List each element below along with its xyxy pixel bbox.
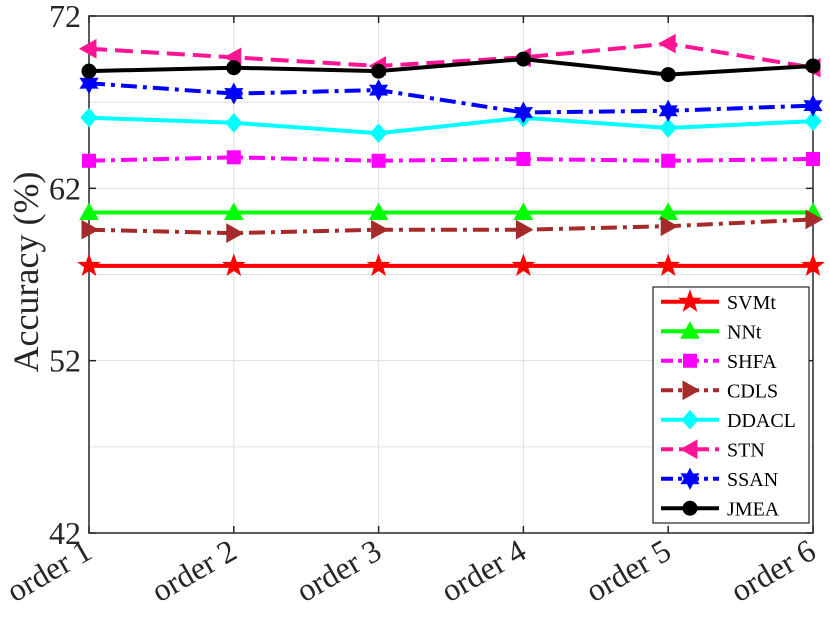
series-svmt bbox=[77, 253, 825, 276]
data-point-shfa bbox=[371, 153, 386, 168]
data-point-ddacl bbox=[369, 123, 388, 143]
data-point-cdls bbox=[371, 219, 389, 240]
y-tick-label: 72 bbox=[49, 0, 81, 34]
data-point-jmea bbox=[805, 58, 821, 74]
data-point-ssan bbox=[513, 101, 533, 124]
legend-label-ddacl: DDACL bbox=[727, 410, 796, 432]
legend-marker-jmea bbox=[682, 500, 698, 516]
legend-label-jmea: JMEA bbox=[727, 498, 780, 520]
data-point-nnt bbox=[223, 202, 244, 220]
data-point-svmt bbox=[366, 253, 391, 276]
series-line-jmea bbox=[88, 57, 814, 77]
legend-box bbox=[652, 286, 810, 524]
series-cdls bbox=[81, 209, 824, 243]
series-line-stn bbox=[88, 41, 814, 70]
y-tick-label: 62 bbox=[49, 170, 81, 206]
data-point-svmt bbox=[656, 253, 681, 276]
series-shfa bbox=[82, 150, 820, 168]
legend-marker-shfa bbox=[683, 353, 697, 368]
data-point-stn bbox=[78, 38, 97, 59]
data-point-svmt bbox=[801, 253, 825, 276]
data-point-svmt bbox=[77, 253, 101, 276]
legend-marker-ssan bbox=[680, 467, 700, 490]
legend-marker-svmt bbox=[678, 289, 702, 312]
data-point-shfa bbox=[82, 153, 96, 168]
data-point-ssan bbox=[79, 72, 99, 95]
data-point-ddacl bbox=[659, 118, 677, 138]
legend-label-nnt: NNt bbox=[727, 321, 762, 343]
legend-marker-cdls bbox=[682, 380, 701, 401]
data-point-svmt bbox=[221, 253, 246, 276]
data-point-jmea bbox=[226, 60, 242, 76]
series-group bbox=[77, 33, 825, 276]
data-point-nnt bbox=[79, 202, 99, 220]
x-tick-label: order 5 bbox=[579, 532, 676, 609]
legend-marker-stn bbox=[679, 439, 698, 460]
data-point-ddacl bbox=[804, 111, 822, 131]
data-point-shfa bbox=[226, 150, 241, 165]
data-point-nnt bbox=[658, 202, 679, 220]
x-tick-label: order 3 bbox=[290, 532, 387, 609]
legend-label-svmt: SVMt bbox=[727, 292, 776, 314]
legend-marker-ddacl bbox=[681, 409, 699, 430]
y-axis-label: Accuracy (%) bbox=[6, 172, 46, 373]
legend: SVMt NNt SHFA CDLS DDACL STN SSAN JMEA bbox=[652, 286, 810, 524]
x-tick-label: order 4 bbox=[435, 532, 532, 609]
data-point-cdls bbox=[660, 216, 679, 237]
legend-label-cdls: CDLS bbox=[727, 380, 778, 402]
legend-label-ssan: SSAN bbox=[727, 469, 778, 491]
legend-label-shfa: SHFA bbox=[727, 351, 777, 373]
data-point-shfa bbox=[806, 152, 820, 167]
data-point-shfa bbox=[661, 153, 676, 168]
data-point-nnt bbox=[513, 202, 534, 220]
series-ssan bbox=[79, 72, 823, 124]
data-point-jmea bbox=[660, 67, 676, 83]
series-ddacl bbox=[80, 107, 822, 143]
data-point-ssan bbox=[658, 99, 678, 122]
data-point-ddacl bbox=[80, 107, 98, 128]
data-point-jmea bbox=[371, 63, 387, 79]
y-tick-label: 52 bbox=[49, 343, 81, 379]
series-line-ddacl bbox=[88, 115, 814, 136]
series-jmea bbox=[81, 51, 821, 83]
x-tick-label: order 6 bbox=[724, 532, 821, 609]
data-point-jmea bbox=[81, 63, 97, 79]
data-point-ddacl bbox=[225, 113, 243, 133]
data-point-ssan bbox=[803, 94, 823, 117]
series-line-cdls bbox=[88, 217, 814, 236]
y-tick-label: 42 bbox=[49, 515, 81, 551]
data-point-cdls bbox=[81, 219, 100, 240]
legend-marker-nnt bbox=[680, 321, 700, 339]
data-point-stn bbox=[658, 33, 676, 54]
data-point-ssan bbox=[224, 82, 244, 105]
x-tick-label: order 2 bbox=[145, 532, 242, 609]
series-nnt bbox=[79, 202, 823, 220]
series-line-shfa bbox=[88, 155, 814, 163]
plot-frame bbox=[88, 15, 814, 534]
data-point-nnt bbox=[368, 202, 389, 220]
data-point-cdls bbox=[226, 223, 244, 243]
data-point-cdls bbox=[805, 209, 824, 230]
data-point-cdls bbox=[515, 219, 534, 240]
legend-label-stn: STN bbox=[727, 439, 765, 461]
data-point-svmt bbox=[511, 253, 536, 276]
data-point-ssan bbox=[369, 79, 389, 102]
series-line-ssan bbox=[88, 81, 814, 115]
data-point-shfa bbox=[516, 152, 531, 167]
data-point-jmea bbox=[515, 51, 531, 67]
axes bbox=[88, 15, 814, 534]
